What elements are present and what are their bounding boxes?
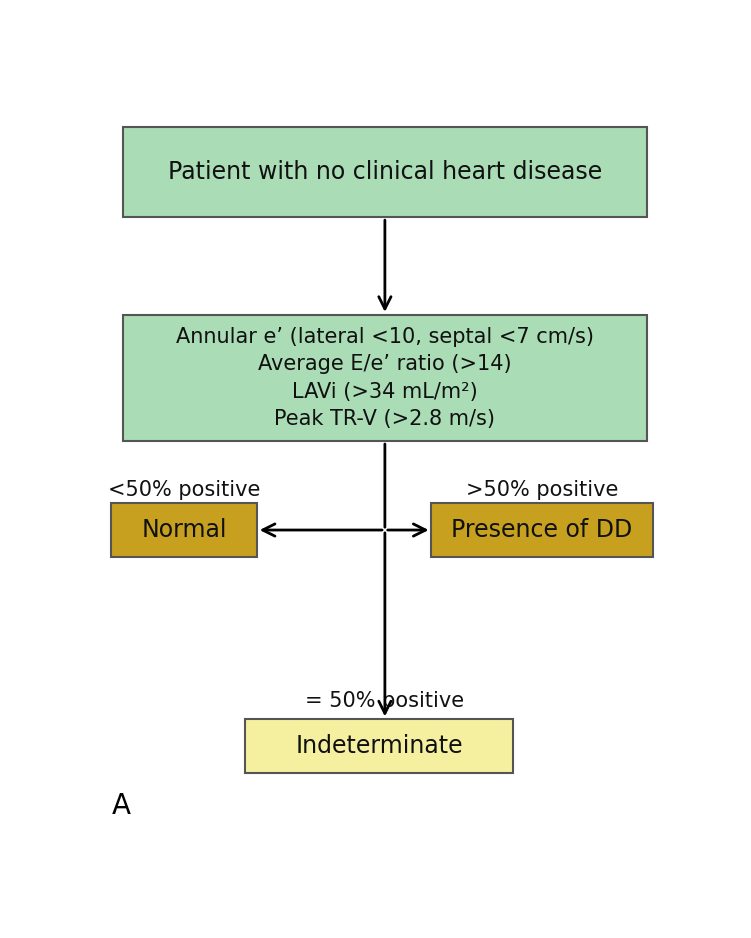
Text: Annular e’ (lateral <10, septal <7 cm/s): Annular e’ (lateral <10, septal <7 cm/s)	[176, 326, 594, 347]
Text: LAVi (>34 mL/m²): LAVi (>34 mL/m²)	[292, 382, 478, 401]
Text: <50% positive: <50% positive	[108, 479, 261, 500]
FancyBboxPatch shape	[245, 719, 513, 774]
Text: Patient with no clinical heart disease: Patient with no clinical heart disease	[167, 160, 602, 184]
Text: >50% positive: >50% positive	[466, 479, 618, 500]
Text: A: A	[111, 792, 131, 820]
FancyBboxPatch shape	[123, 315, 647, 441]
Text: = 50% positive: = 50% positive	[306, 691, 464, 711]
Text: Peak TR-V (>2.8 m/s): Peak TR-V (>2.8 m/s)	[274, 409, 496, 430]
Text: Average E/e’ ratio (>14): Average E/e’ ratio (>14)	[258, 355, 511, 374]
Text: Indeterminate: Indeterminate	[295, 734, 463, 758]
FancyBboxPatch shape	[111, 503, 257, 557]
Text: Normal: Normal	[141, 518, 227, 541]
Text: Presence of DD: Presence of DD	[451, 518, 632, 541]
FancyBboxPatch shape	[123, 127, 647, 218]
FancyBboxPatch shape	[431, 503, 653, 557]
